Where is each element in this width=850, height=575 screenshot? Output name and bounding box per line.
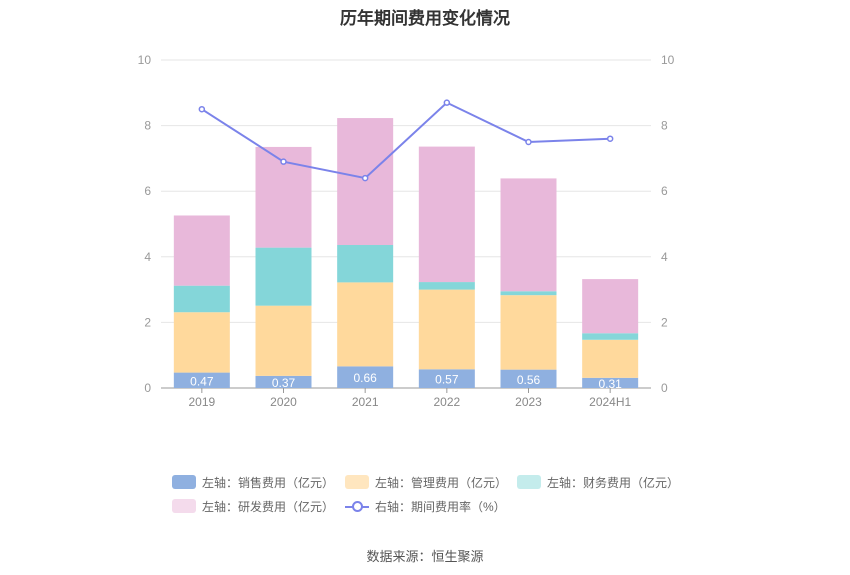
bar-segment (255, 247, 312, 306)
y-right-tick-label: 4 (661, 250, 668, 264)
bar-segment (418, 369, 475, 388)
legend-item-admin[interactable]: 左轴：管理费用（亿元） (345, 473, 507, 491)
legend-label-sales: 左轴：销售费用（亿元） (202, 475, 335, 490)
legend-swatch-admin (345, 475, 369, 489)
legend-swatch-finance (517, 475, 541, 489)
data-label: 0.31 (598, 377, 622, 391)
y-right-tick-label: 2 (661, 315, 668, 329)
x-tick-label: 2023 (515, 395, 542, 409)
line-path (201, 101, 611, 180)
bar-segment (500, 178, 557, 292)
bar-segment (500, 295, 557, 370)
legend-line-marker-icon (345, 499, 369, 513)
bar-segment (337, 118, 394, 245)
y-left-tick-label: 0 (144, 381, 151, 395)
line-point (361, 174, 369, 182)
bar-segment (337, 366, 394, 388)
y-left-tick-label: 8 (144, 119, 151, 133)
bar-series (173, 118, 639, 388)
bar-segment (500, 369, 557, 388)
bar-segment (255, 375, 312, 388)
legend-item-expense-ratio[interactable]: 右轴：期间费用率（%） (345, 497, 506, 515)
bar-segment (418, 289, 475, 370)
chart-title: 历年期间费用变化情况 (340, 9, 510, 28)
bar-segment (173, 312, 230, 373)
legend-label-admin: 左轴：管理费用（亿元） (375, 475, 508, 490)
line-point (198, 105, 206, 113)
y-left-tick-label: 4 (144, 250, 151, 264)
bar-segment (418, 282, 475, 290)
bar-segment (173, 285, 230, 313)
y-right-tick-label: 10 (661, 53, 675, 67)
legend-label-expense-ratio: 右轴：期间费用率（%） (375, 499, 506, 514)
bar-segment (337, 244, 394, 283)
bar-segment (418, 146, 475, 283)
y-left-tick-label: 2 (144, 315, 151, 329)
y-right-tick-label: 6 (661, 184, 668, 198)
legend-item-sales[interactable]: 左轴：销售费用（亿元） (172, 473, 334, 491)
x-tick-label: 2022 (433, 395, 460, 409)
line-series (198, 99, 614, 182)
x-tick-label: 2021 (352, 395, 379, 409)
y-left-tick-label: 6 (144, 184, 151, 198)
data-label: 0.56 (517, 373, 541, 387)
y-left-tick-label: 10 (138, 53, 152, 67)
legend-label-finance: 左轴：财务费用（亿元） (547, 475, 680, 490)
data-label: 0.66 (353, 371, 377, 385)
legend-item-finance[interactable]: 左轴：财务费用（亿元） (517, 473, 679, 491)
line-point (606, 135, 614, 142)
data-label: 0.47 (190, 374, 214, 388)
grid-lines (161, 59, 651, 323)
bar-segment (255, 305, 312, 376)
data-labels: 0.47 0.37 0.66 0.57 0.56 0.31 (190, 371, 622, 391)
bar-segment (582, 333, 639, 340)
y-right-tick-label: 8 (661, 119, 668, 133)
line-point (280, 158, 287, 165)
bar-segment (337, 282, 394, 367)
data-label: 0.37 (272, 376, 296, 390)
bar-segment (500, 291, 557, 296)
bar-segment (173, 372, 230, 388)
bar-segment (582, 339, 639, 378)
legend-item-rnd[interactable]: 左轴：研发费用（亿元） (172, 497, 334, 515)
bar-segment (582, 279, 639, 334)
bar-segment (173, 215, 230, 286)
data-label: 0.57 (435, 373, 459, 387)
legend-swatch-sales (172, 475, 196, 489)
x-tick-label: 2024H1 (589, 395, 631, 409)
line-point (525, 138, 532, 146)
bar-segment (582, 377, 639, 388)
x-tick-label: 2020 (270, 395, 297, 409)
legend-label-rnd: 左轴：研发费用（亿元） (202, 499, 335, 514)
axes: 0 2 4 6 8 10 0 2 4 6 8 10 2019 2020 2021 2022 2023 2024H1 (138, 53, 675, 409)
legend-swatch-rnd (172, 499, 196, 513)
x-tick-label: 2019 (188, 395, 215, 409)
line-point (443, 99, 451, 106)
source-note: 数据来源：恒生聚源 (366, 549, 484, 564)
y-right-tick-label: 0 (661, 381, 668, 395)
